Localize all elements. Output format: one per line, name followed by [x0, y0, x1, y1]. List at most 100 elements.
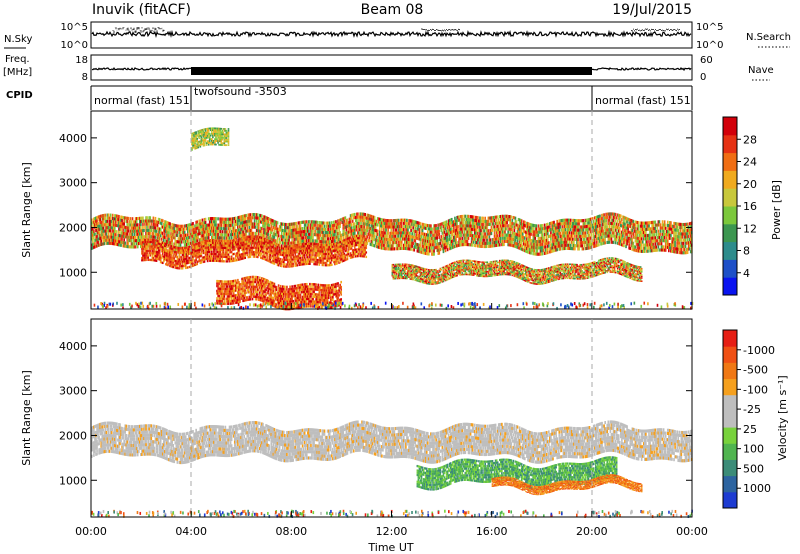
heatmap-cell	[131, 220, 133, 223]
heatmap-cell	[681, 239, 683, 242]
heatmap-cell	[679, 229, 681, 232]
heatmap-cell	[542, 233, 544, 236]
heatmap-cell	[208, 236, 210, 239]
heatmap-cell	[556, 220, 558, 223]
heatmap-cell	[431, 246, 433, 249]
heatmap-cell	[106, 232, 108, 235]
heatmap-cell	[336, 229, 338, 232]
heatmap-cell	[354, 222, 356, 225]
heatmap-cell	[685, 245, 687, 248]
nsky-trace	[92, 32, 691, 36]
heatmap-cell	[511, 228, 513, 231]
heatmap-cell	[622, 234, 624, 237]
heatmap-cell	[629, 225, 631, 228]
heatmap-cell	[589, 234, 591, 237]
heatmap-cell	[629, 247, 631, 250]
heatmap-cell	[115, 233, 117, 236]
heatmap-cell	[279, 238, 281, 241]
heatmap-cell	[436, 236, 438, 239]
heatmap-cell	[565, 228, 567, 231]
heatmap-cell	[605, 219, 607, 222]
heatmap-cell	[107, 220, 109, 223]
heatmap-cell	[574, 247, 576, 250]
heatmap-cell	[369, 224, 371, 227]
heatmap-cell	[562, 238, 564, 241]
heatmap-cell	[328, 228, 330, 231]
heatmap-cell	[375, 226, 377, 229]
heatmap-cell	[682, 226, 684, 229]
heatmap-cell	[411, 238, 413, 241]
heatmap-cell	[254, 222, 256, 225]
heatmap-cell	[665, 227, 667, 230]
heatmap-cell	[215, 223, 217, 226]
heatmap-cell	[473, 241, 475, 244]
heatmap-cell	[386, 235, 388, 238]
heatmap-cell	[642, 240, 644, 243]
heatmap-cell	[264, 234, 266, 237]
heatmap-cell	[556, 248, 558, 251]
heatmap-cell	[413, 233, 415, 236]
heatmap-cell	[533, 249, 535, 252]
heatmap-cell	[490, 238, 492, 241]
heatmap-cell	[364, 213, 366, 216]
heatmap-cell	[387, 229, 389, 232]
heatmap-cell	[324, 225, 326, 228]
heatmap-cell	[339, 231, 341, 234]
heatmap-cell	[606, 216, 608, 219]
heatmap-cell	[578, 247, 580, 250]
heatmap-cell	[477, 216, 479, 219]
heatmap-cell	[641, 243, 643, 246]
heatmap-cell	[134, 242, 136, 245]
heatmap-cell	[150, 239, 152, 241]
heatmap-cell	[557, 235, 559, 238]
heatmap-cell	[432, 231, 434, 234]
nsearch-tick-top: 10^5	[696, 22, 723, 33]
heatmap-cell	[360, 222, 362, 225]
heatmap-cell	[602, 235, 604, 238]
heatmap-cell	[401, 241, 403, 244]
heatmap-cell	[150, 223, 152, 226]
heatmap-cell	[313, 227, 315, 230]
heatmap-cell	[453, 226, 455, 229]
heatmap-cell	[546, 236, 548, 239]
heatmap-cell	[162, 219, 164, 222]
heatmap-cell	[648, 240, 650, 243]
heatmap-cell	[377, 230, 379, 233]
heatmap-cell	[153, 217, 155, 220]
heatmap-cell	[128, 242, 130, 245]
heatmap-cell	[558, 229, 560, 232]
heatmap-cell	[611, 237, 613, 240]
heatmap-cell	[581, 244, 583, 247]
heatmap-cell	[473, 216, 475, 219]
heatmap-cell	[502, 234, 504, 237]
heatmap-cell	[118, 231, 120, 234]
heatmap-cell	[470, 221, 472, 224]
heatmap-cell	[408, 222, 410, 225]
heatmap-cell	[253, 232, 255, 235]
heatmap-cell	[455, 238, 457, 241]
heatmap-cell	[159, 240, 161, 242]
heatmap-cell	[356, 219, 358, 222]
heatmap-cell	[410, 248, 412, 251]
heatmap-cell	[502, 227, 504, 230]
power-plot-background	[91, 111, 692, 309]
heatmap-cell	[184, 228, 186, 231]
heatmap-cell	[210, 233, 212, 236]
heatmap-cell	[149, 216, 151, 219]
heatmap-cell	[308, 230, 310, 233]
heatmap-cell	[118, 237, 120, 240]
heatmap-cell	[410, 229, 412, 232]
heatmap-cell	[182, 225, 184, 228]
heatmap-cell	[309, 220, 311, 223]
heatmap-cell	[673, 225, 675, 228]
heatmap-cell	[132, 233, 134, 236]
heatmap-cell	[314, 230, 316, 233]
heatmap-cell	[369, 236, 371, 239]
heatmap-cell	[421, 235, 423, 238]
heatmap-cell	[569, 241, 571, 244]
heatmap-cell	[594, 238, 596, 241]
heatmap-cell	[401, 225, 403, 228]
station-title: Inuvik (fitACF)	[92, 2, 191, 18]
heatmap-cell	[480, 238, 482, 241]
